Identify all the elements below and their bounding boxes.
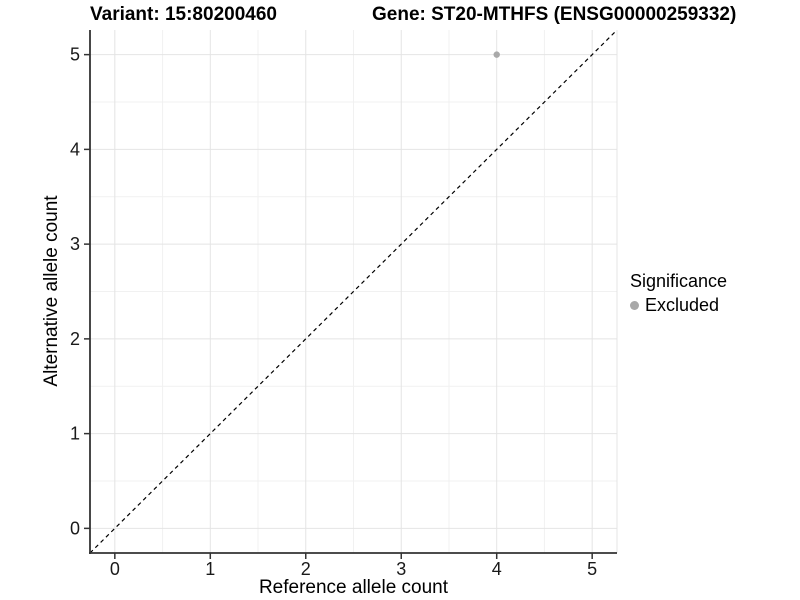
x-tick-label: 1 bbox=[205, 559, 215, 579]
legend-point-icon bbox=[630, 300, 639, 310]
identity-dashed-line bbox=[89, 29, 618, 554]
data-point bbox=[493, 51, 500, 58]
y-tick-label: 1 bbox=[70, 424, 80, 444]
legend-item-excluded: Excluded bbox=[630, 294, 727, 316]
x-tick-label: 5 bbox=[587, 559, 597, 579]
x-tick-label: 0 bbox=[110, 559, 120, 579]
plot-title-variant: Variant: 15:80200460 bbox=[90, 4, 277, 25]
legend: Significance Excluded bbox=[630, 270, 727, 316]
x-axis-title: Reference allele count bbox=[258, 577, 449, 598]
x-tick-label: 2 bbox=[301, 559, 311, 579]
y-tick-label: 4 bbox=[70, 139, 80, 159]
legend-item-label: Excluded bbox=[645, 295, 720, 315]
y-tick-label: 0 bbox=[70, 518, 80, 538]
y-tick-label: 5 bbox=[70, 45, 80, 65]
y-tick-label: 3 bbox=[70, 234, 80, 254]
plot-title-gene: Gene: ST20-MTHFS (ENSG00000259332) bbox=[372, 4, 737, 25]
x-tick-label: 3 bbox=[396, 559, 406, 579]
legend-title: Significance bbox=[630, 271, 728, 291]
y-tick-label: 2 bbox=[70, 329, 80, 349]
y-axis-title: Alternative allele count bbox=[41, 195, 62, 387]
x-tick-label: 4 bbox=[492, 559, 502, 579]
